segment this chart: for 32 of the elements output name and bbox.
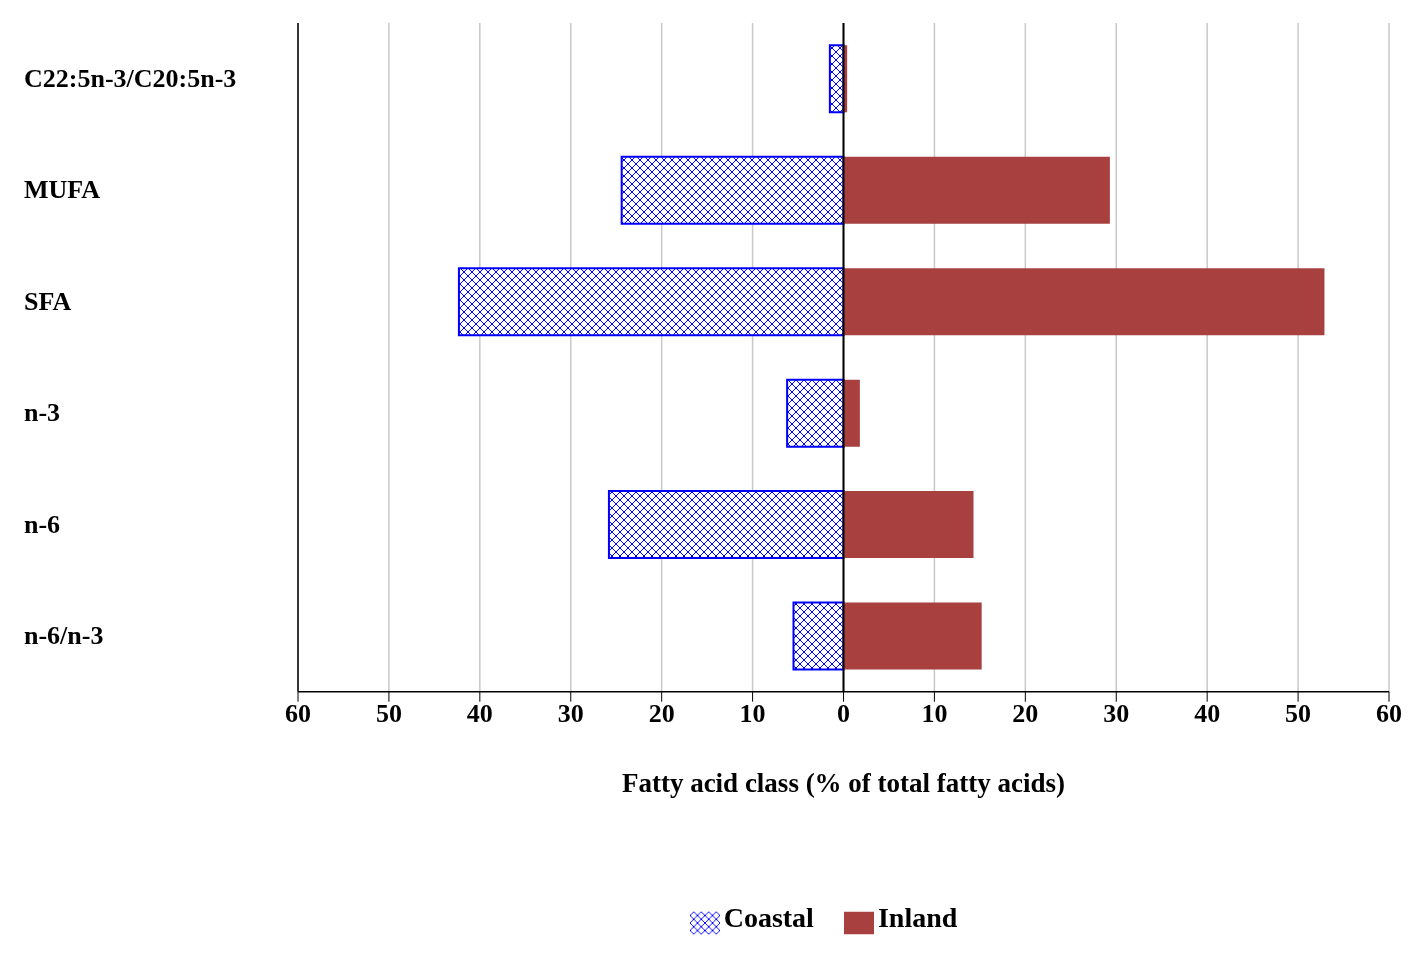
bar — [843, 491, 974, 559]
y-tick-label: n-6 — [24, 509, 61, 539]
x-tick-label: 60 — [1376, 699, 1402, 729]
y-tick-label: MUFA — [24, 175, 101, 205]
bar — [620, 155, 845, 225]
bar — [828, 44, 845, 114]
x-tick-label: 50 — [375, 699, 402, 729]
x-axis-title: Fatty acid class (% of total fatty acids) — [621, 767, 1066, 798]
bar — [843, 602, 982, 670]
x-tick-label: 10 — [921, 699, 948, 729]
bar — [792, 601, 845, 671]
bar — [843, 268, 1325, 336]
x-tick-label: 10 — [739, 699, 766, 729]
bar — [457, 267, 845, 337]
x-tick-label: 60 — [285, 699, 311, 729]
bar — [843, 156, 1110, 224]
bar — [786, 378, 845, 448]
x-tick-label: 40 — [1194, 699, 1221, 729]
y-tick-label: C22:5n-3/C20:5n-3 — [24, 63, 237, 93]
x-tick-label: 40 — [466, 699, 493, 729]
x-tick-label: 30 — [557, 699, 584, 729]
y-tick-label: SFA — [24, 286, 72, 316]
legend-label: Inland — [877, 901, 958, 933]
legend-label: Coastal — [723, 901, 814, 933]
bar — [607, 490, 845, 560]
x-tick-label: 30 — [1103, 699, 1130, 729]
x-tick-label: 50 — [1285, 699, 1312, 729]
x-tick-label: 20 — [648, 699, 675, 729]
y-tick-label: n-3 — [24, 398, 61, 428]
x-tick-label: 20 — [1012, 699, 1039, 729]
x-tick-label: 0 — [837, 699, 850, 729]
y-tick-label: n-6/n-3 — [24, 620, 104, 650]
